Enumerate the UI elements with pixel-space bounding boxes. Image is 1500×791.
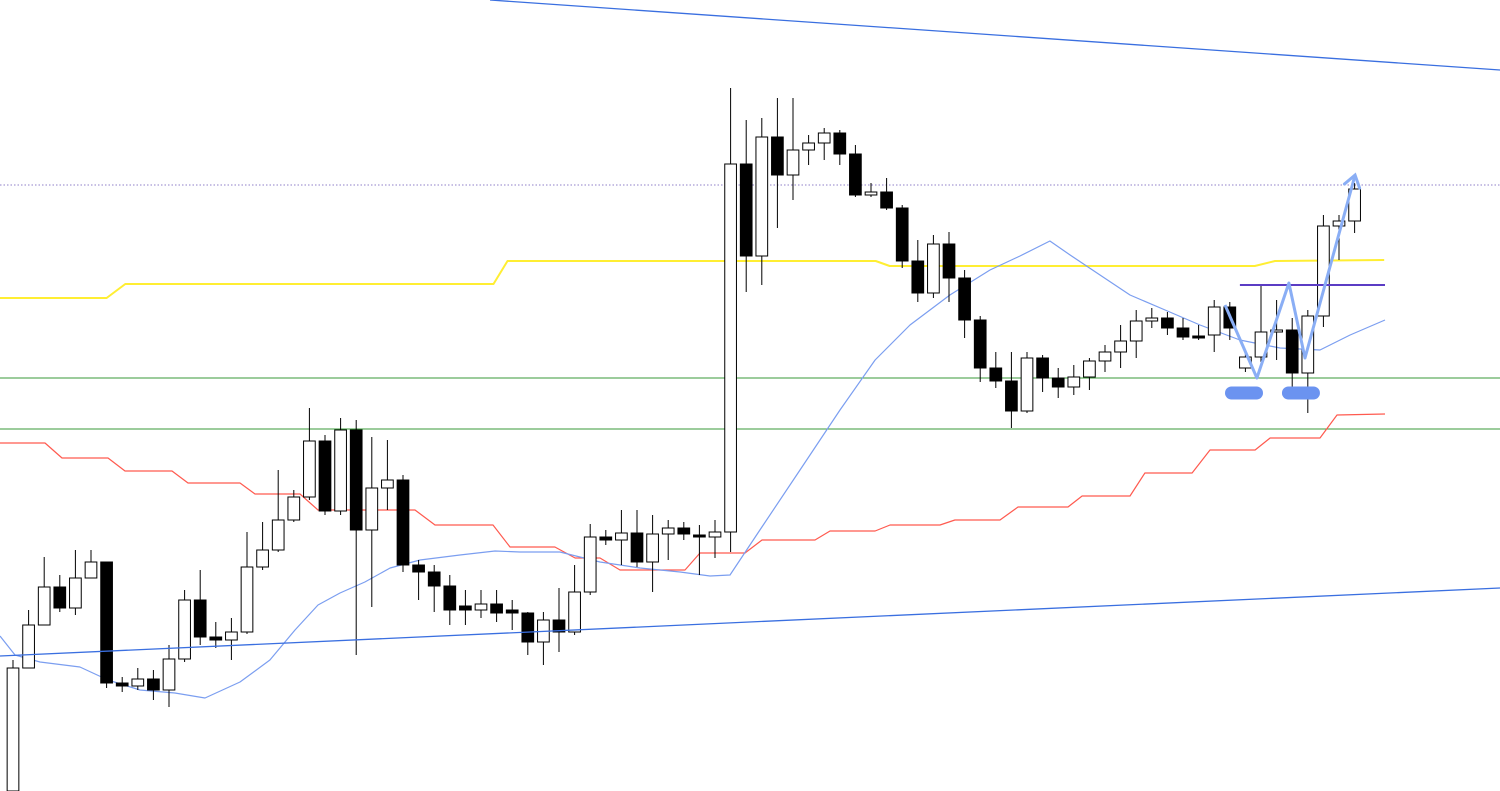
candle-body (1098, 351, 1112, 362)
candle-body (459, 605, 472, 611)
candle-body (989, 367, 1003, 382)
candle-body (131, 678, 145, 687)
candle-body (755, 136, 769, 257)
candle-body (1270, 329, 1283, 333)
candle-body (1083, 360, 1096, 378)
candle-body (69, 577, 82, 609)
candle-body (318, 440, 332, 512)
candle-body (209, 636, 223, 641)
candle-body (147, 678, 160, 691)
candle-body (895, 207, 909, 262)
indicator-line (0, 259, 1385, 299)
candle-body (911, 260, 925, 294)
indicator-line (0, 587, 1500, 657)
candle-body (521, 612, 535, 643)
candle-body (490, 603, 503, 614)
candle-body (973, 319, 987, 369)
candle-body (334, 429, 347, 512)
candle-body (6, 667, 20, 791)
candle-body (287, 496, 301, 521)
candle-body (630, 532, 644, 563)
candle-body (615, 532, 628, 541)
candle-body (240, 566, 254, 633)
candle-body (349, 429, 363, 531)
candle-body (677, 527, 691, 535)
candle-body (443, 585, 457, 611)
candle-body (1020, 357, 1034, 412)
candle-body (1161, 317, 1174, 329)
candle-body (1207, 306, 1221, 336)
indicator-line (1223, 174, 1357, 380)
candle-body (303, 440, 316, 498)
candle-body (381, 479, 394, 489)
indicator-line (0, 240, 1386, 699)
candle-body (412, 564, 425, 573)
candle-body (849, 153, 862, 196)
marker (1281, 386, 1320, 400)
candle-body (958, 277, 971, 321)
candle-body (1348, 188, 1361, 222)
candle-body (1114, 340, 1127, 353)
candle-body (661, 527, 675, 535)
indicator-line (0, 413, 1386, 571)
candle-body (833, 132, 847, 155)
candle-body (1067, 376, 1081, 388)
candle-body (927, 243, 940, 294)
candle-body (693, 534, 706, 538)
candle-body (1285, 329, 1299, 374)
candle-body (739, 163, 753, 257)
candle-body (802, 142, 815, 151)
candle-body (256, 549, 269, 568)
indicator-line (489, 0, 1500, 71)
candle-body (568, 591, 581, 633)
candle-body (724, 163, 737, 533)
candle-body (178, 599, 191, 660)
candle-body (771, 136, 784, 176)
candle-body (1036, 357, 1049, 379)
candle-body (396, 479, 410, 566)
candle-body (53, 586, 67, 609)
candle-body (1145, 317, 1159, 322)
candle-body (365, 487, 379, 531)
candle-body (1005, 380, 1018, 412)
candle-body (552, 619, 566, 633)
candle-body (817, 132, 831, 144)
candle-body (427, 571, 441, 587)
candle-body (1051, 377, 1065, 388)
candle-body (786, 149, 800, 176)
candle-body (1176, 327, 1190, 338)
candle-body (599, 536, 613, 541)
candle-body (583, 536, 597, 593)
candle-body (505, 609, 519, 614)
candle-body (115, 682, 129, 687)
candle-body (880, 191, 893, 209)
candle-body (1129, 320, 1143, 342)
candle-body (193, 599, 207, 638)
candle-body (708, 531, 722, 538)
candle-body (162, 658, 176, 691)
marker (1225, 386, 1264, 400)
candle-body (1192, 335, 1205, 339)
candle-body (37, 586, 51, 626)
candle-body (100, 561, 113, 684)
candle-body (646, 533, 659, 563)
candle-body (1332, 220, 1346, 227)
candle-body (22, 624, 35, 669)
arrow-head (1342, 172, 1362, 190)
candle-body (942, 243, 956, 279)
candle-body (84, 561, 98, 579)
candle-body (474, 603, 488, 611)
candle-body (271, 519, 285, 551)
candle-body (225, 631, 238, 641)
candle-body (864, 191, 878, 196)
